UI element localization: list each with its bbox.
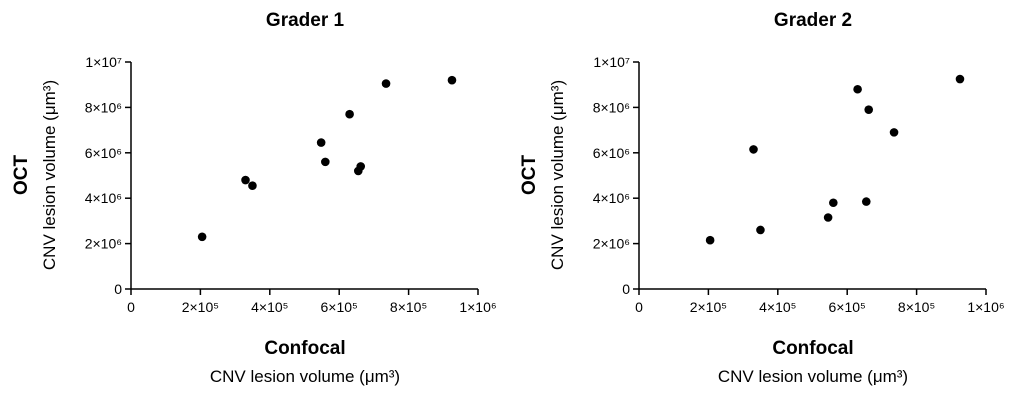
y-tick-label: 2×10⁶	[85, 236, 122, 252]
x-tick-label: 4×10⁵	[251, 299, 288, 315]
scatter-point	[864, 105, 874, 114]
x-axis-sublabel: CNV lesion volume (μm³)	[210, 367, 400, 386]
scatter-point	[889, 128, 899, 137]
y-tick-label: 6×10⁶	[593, 145, 630, 161]
scatter-point	[853, 84, 862, 94]
chart-title: Grader 2	[774, 10, 852, 31]
x-tick-label: 6×10⁵	[321, 299, 358, 315]
y-tick-label: 1×10⁷	[593, 54, 630, 70]
scatter-point	[316, 138, 326, 147]
scatter-point	[345, 109, 354, 119]
x-tick-label: 0	[127, 299, 135, 315]
y-tick-label: 0	[114, 281, 122, 297]
x-axis-sublabel: CNV lesion volume (μm³)	[718, 367, 908, 386]
x-axis-label: Confocal	[264, 338, 345, 359]
scatter-point	[447, 75, 457, 85]
x-tick-label: 0	[635, 299, 643, 315]
scatter-point	[756, 225, 765, 235]
y-axis-sublabel: CNV lesion volume (μm³)	[40, 80, 59, 270]
scatter-point	[861, 197, 871, 206]
y-tick-label: 2×10⁶	[593, 236, 630, 252]
x-tick-label: 1×10⁶	[459, 299, 496, 315]
y-tick-label: 4×10⁶	[85, 190, 122, 206]
chart-title: Grader 1	[266, 10, 345, 31]
scatter-panel-grader-1: Grader 1 OCT CNV lesion volume (μm³) Con…	[11, 10, 497, 386]
scatter-point	[829, 198, 838, 208]
scatter-point	[749, 145, 758, 154]
x-tick-label: 2×10⁵	[690, 299, 727, 315]
x-tick-label: 8×10⁵	[898, 299, 935, 315]
scatter-point	[381, 79, 391, 88]
scatter-point	[241, 175, 250, 185]
scatter-point	[197, 232, 207, 242]
scatter-point	[705, 235, 715, 245]
y-tick-label: 1×10⁷	[85, 54, 122, 70]
y-axis-sublabel: CNV lesion volume (μm³)	[548, 80, 567, 270]
x-tick-label: 8×10⁵	[390, 299, 427, 315]
scatter-panel-grader-2: Grader 2 OCT CNV lesion volume (μm³) Con…	[519, 10, 1005, 386]
scatter-point	[321, 157, 330, 167]
y-tick-label: 0	[622, 281, 630, 297]
y-tick-label: 6×10⁶	[85, 145, 122, 161]
x-axis-label: Confocal	[772, 338, 853, 359]
scatter-point	[823, 213, 833, 222]
x-tick-label: 1×10⁶	[967, 299, 1004, 315]
x-tick-label: 6×10⁵	[829, 299, 866, 315]
scatter-point	[248, 181, 257, 191]
y-tick-label: 8×10⁶	[593, 99, 630, 115]
x-tick-label: 2×10⁵	[182, 299, 219, 315]
scatter-point	[955, 74, 965, 84]
y-axis-label: OCT	[11, 155, 32, 196]
y-tick-label: 8×10⁶	[85, 99, 122, 115]
y-tick-label: 4×10⁶	[593, 190, 630, 206]
x-tick-label: 4×10⁵	[759, 299, 796, 315]
y-axis-label: OCT	[519, 155, 540, 196]
scatter-point	[356, 162, 366, 171]
